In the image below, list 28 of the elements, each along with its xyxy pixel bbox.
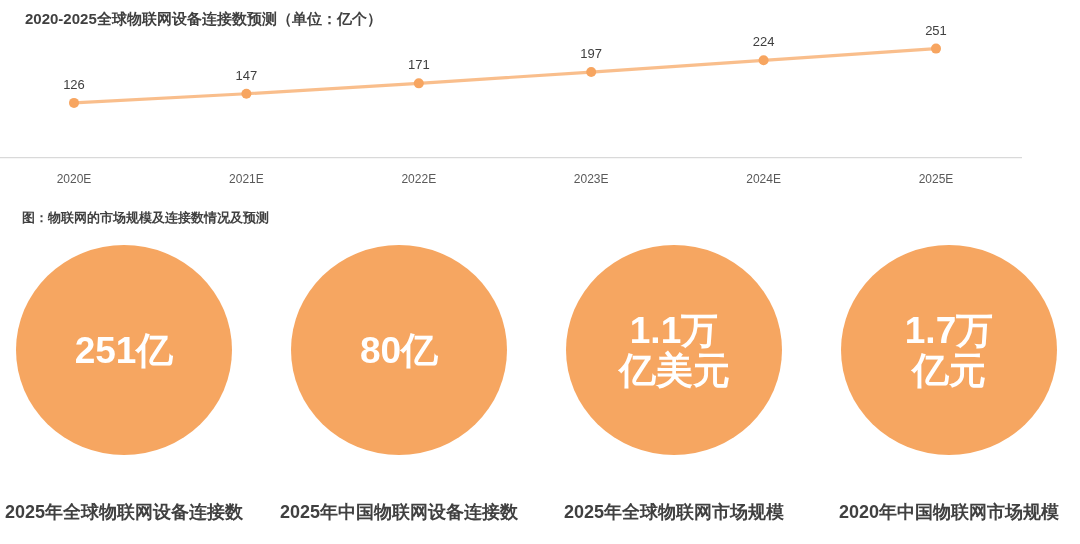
point xyxy=(758,55,769,66)
x-tick-label: 2022E xyxy=(401,171,437,186)
chart-title: 2020-2025全球物联网设备连接数预测（单位：亿个） xyxy=(25,10,382,27)
x-tick-label: 2024E xyxy=(746,171,781,186)
text: 图：物联网的市场规模及连接数情况及预测 xyxy=(22,210,269,225)
data-label: 171 xyxy=(407,57,430,73)
point xyxy=(931,43,941,54)
x-tick-label: 2020E xyxy=(56,171,92,186)
x-tick-label: 2025E xyxy=(918,171,954,186)
text: 1.1万亿美元 xyxy=(618,310,730,391)
point xyxy=(586,67,597,78)
text: 1.7万亿元 xyxy=(904,310,994,391)
category-label: 2020年中国物联网市场规模 xyxy=(838,502,1060,522)
point xyxy=(241,88,252,99)
point xyxy=(413,78,424,89)
point xyxy=(69,97,79,108)
category-label: 2025年全球物联网市场规模 xyxy=(563,502,785,522)
text: 80亿 xyxy=(359,330,439,371)
data-label: 197 xyxy=(580,46,603,62)
data-label: 224 xyxy=(752,34,775,50)
category-label: 2025年全球物联网设备连接数 xyxy=(4,502,245,522)
x-tick-label: 2021E xyxy=(229,171,264,186)
data-label: 126 xyxy=(63,76,85,92)
x-tick-label: 2023E xyxy=(573,171,609,186)
data-label: 147 xyxy=(235,67,258,83)
category-label: 2025年中国物联网设备连接数 xyxy=(279,502,520,522)
text: 251亿 xyxy=(74,330,174,371)
data-label: 251 xyxy=(925,22,947,38)
